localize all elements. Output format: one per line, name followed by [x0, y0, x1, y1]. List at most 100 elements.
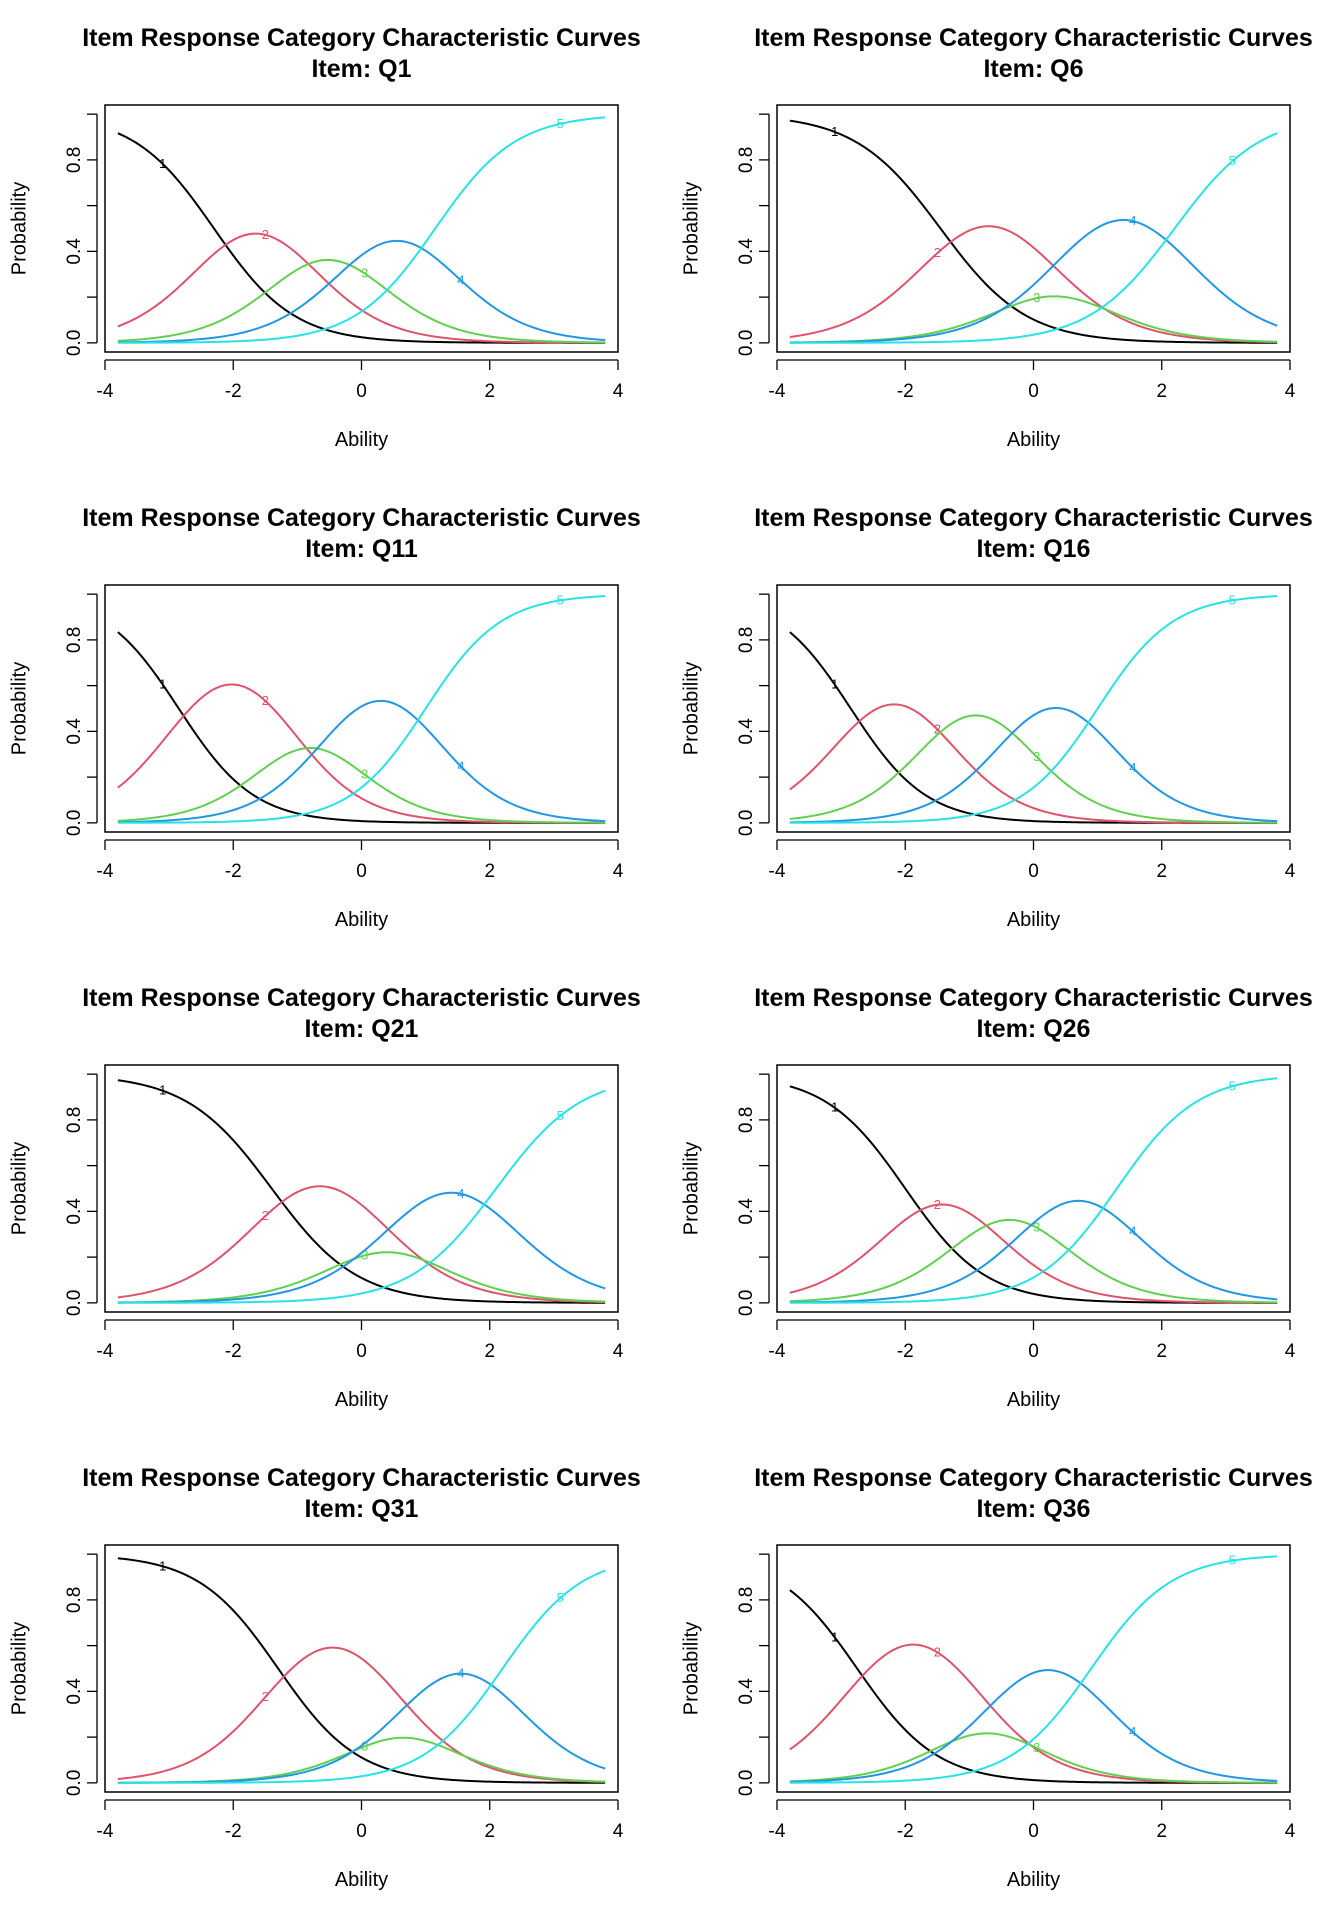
curve-label-5: 5: [1229, 1553, 1236, 1568]
plot-frame: [104, 1544, 619, 1793]
curve-label-4: 4: [1129, 760, 1136, 775]
curve-category-2: [789, 1643, 1278, 1784]
chart-title: Item Response Category Characteristic Cu…: [82, 504, 641, 532]
y-axis-label: Probability: [8, 1622, 30, 1715]
x-axis-label: Ability: [335, 1869, 388, 1891]
y-tick-label: 0.4: [64, 718, 85, 745]
x-tick-label: 2: [1156, 861, 1167, 882]
curve-label-4: 4: [457, 1186, 464, 1201]
y-tick-label: 0.0: [64, 1290, 85, 1316]
x-tick-label: 0: [356, 1341, 367, 1362]
y-axis-label: Probability: [680, 662, 702, 755]
y-tick-label: 0.0: [64, 330, 85, 356]
curve-category-1: [117, 1557, 606, 1784]
chart-panel-itemq16: Item Response Category Characteristic Cu…: [680, 504, 1312, 931]
y-axis-label: Probability: [680, 1622, 702, 1715]
curve-category-1: [789, 1085, 1278, 1304]
chart-title: Item Response Category Characteristic Cu…: [82, 1464, 641, 1492]
y-tick-label: 0.8: [64, 147, 85, 173]
x-tick-label: -4: [769, 381, 786, 402]
curve-label-4: 4: [457, 272, 464, 287]
curve-category-4: [117, 699, 606, 824]
y-tick-label: 0.8: [64, 1107, 85, 1133]
y-tick-label: 0.0: [64, 810, 85, 836]
curve-category-1: [117, 631, 606, 824]
chart-title: Item Response Category Characteristic Cu…: [754, 1464, 1313, 1492]
x-tick-label: 2: [484, 861, 495, 882]
x-axis-label: Ability: [1007, 909, 1060, 931]
x-axis-label: Ability: [335, 1389, 388, 1411]
chart-panel-itemq36: Item Response Category Characteristic Cu…: [680, 1464, 1312, 1891]
curve-category-5: [789, 1077, 1278, 1304]
curve-category-2: [117, 232, 606, 344]
curve-label-1: 1: [159, 1083, 166, 1098]
chart-panel-itemq21: Item Response Category Characteristic Cu…: [8, 984, 640, 1411]
chart-panel-itemq6: Item Response Category Characteristic Cu…: [680, 24, 1312, 451]
x-axis-label: Ability: [335, 909, 388, 931]
plot-frame: [104, 584, 619, 833]
curve-category-5: [117, 595, 606, 824]
x-axis-label: Ability: [1007, 429, 1060, 451]
curve-label-2: 2: [262, 693, 269, 708]
y-tick-label: 0.4: [64, 1198, 85, 1225]
curve-label-1: 1: [159, 156, 166, 171]
curve-category-3: [789, 1732, 1278, 1784]
y-tick-label: 0.8: [64, 1587, 85, 1613]
chart-panel-itemq1: Item Response Category Characteristic Cu…: [8, 24, 640, 451]
plot-frame: [104, 1064, 619, 1313]
x-tick-label: -2: [225, 1821, 242, 1842]
y-tick-label: 0.4: [736, 718, 757, 745]
curve-label-5: 5: [557, 1590, 564, 1605]
curve-category-2: [789, 703, 1278, 824]
x-axis-label: Ability: [1007, 1869, 1060, 1891]
x-tick-label: 0: [1028, 381, 1039, 402]
x-tick-label: 4: [1285, 861, 1296, 882]
curve-category-5: [117, 116, 606, 344]
curve-label-1: 1: [159, 677, 166, 692]
x-tick-label: 4: [613, 1341, 624, 1362]
curve-category-3: [117, 258, 606, 344]
curve-category-4: [789, 706, 1278, 824]
chart-panel-itemq11: Item Response Category Characteristic Cu…: [8, 504, 640, 931]
curve-label-3: 3: [1033, 290, 1040, 305]
curve-label-2: 2: [262, 1208, 269, 1223]
curve-label-3: 3: [1033, 749, 1040, 764]
curve-label-4: 4: [457, 1666, 464, 1681]
y-tick-label: 0.0: [736, 330, 757, 356]
chart-title: Item Response Category Characteristic Cu…: [754, 24, 1313, 52]
curve-label-4: 4: [457, 758, 464, 773]
curve-category-5: [789, 1555, 1278, 1784]
x-tick-label: 0: [1028, 1341, 1039, 1362]
curve-label-1: 1: [831, 124, 838, 139]
x-tick-label: -2: [897, 861, 914, 882]
curve-label-3: 3: [361, 767, 368, 782]
x-tick-label: -2: [225, 861, 242, 882]
y-tick-label: 0.8: [64, 627, 85, 653]
curve-category-5: [117, 1569, 606, 1784]
x-tick-label: -2: [897, 381, 914, 402]
curve-label-3: 3: [361, 266, 368, 281]
x-tick-label: 0: [1028, 861, 1039, 882]
curve-category-4: [117, 1191, 606, 1304]
curve-category-3: [117, 746, 606, 824]
curve-label-3: 3: [361, 1738, 368, 1753]
chart-subtitle: Item: Q26: [977, 1015, 1091, 1043]
curve-label-1: 1: [831, 1100, 838, 1115]
y-tick-label: 0.0: [736, 810, 757, 836]
x-tick-label: -2: [897, 1341, 914, 1362]
x-tick-label: 4: [613, 381, 624, 402]
x-tick-label: -4: [769, 1821, 786, 1842]
y-tick-label: 0.4: [64, 1678, 85, 1705]
y-axis-label: Probability: [8, 182, 30, 275]
chart-subtitle: Item: Q31: [305, 1495, 419, 1523]
y-axis-label: Probability: [680, 1142, 702, 1235]
y-axis-label: Probability: [8, 1142, 30, 1235]
curve-label-5: 5: [1229, 153, 1236, 168]
curve-category-5: [117, 1089, 606, 1304]
x-tick-label: -4: [97, 381, 114, 402]
chart-subtitle: Item: Q21: [305, 1015, 419, 1043]
chart-subtitle: Item: Q6: [983, 55, 1083, 83]
plot-frame: [776, 1544, 1291, 1793]
curve-label-2: 2: [262, 227, 269, 242]
